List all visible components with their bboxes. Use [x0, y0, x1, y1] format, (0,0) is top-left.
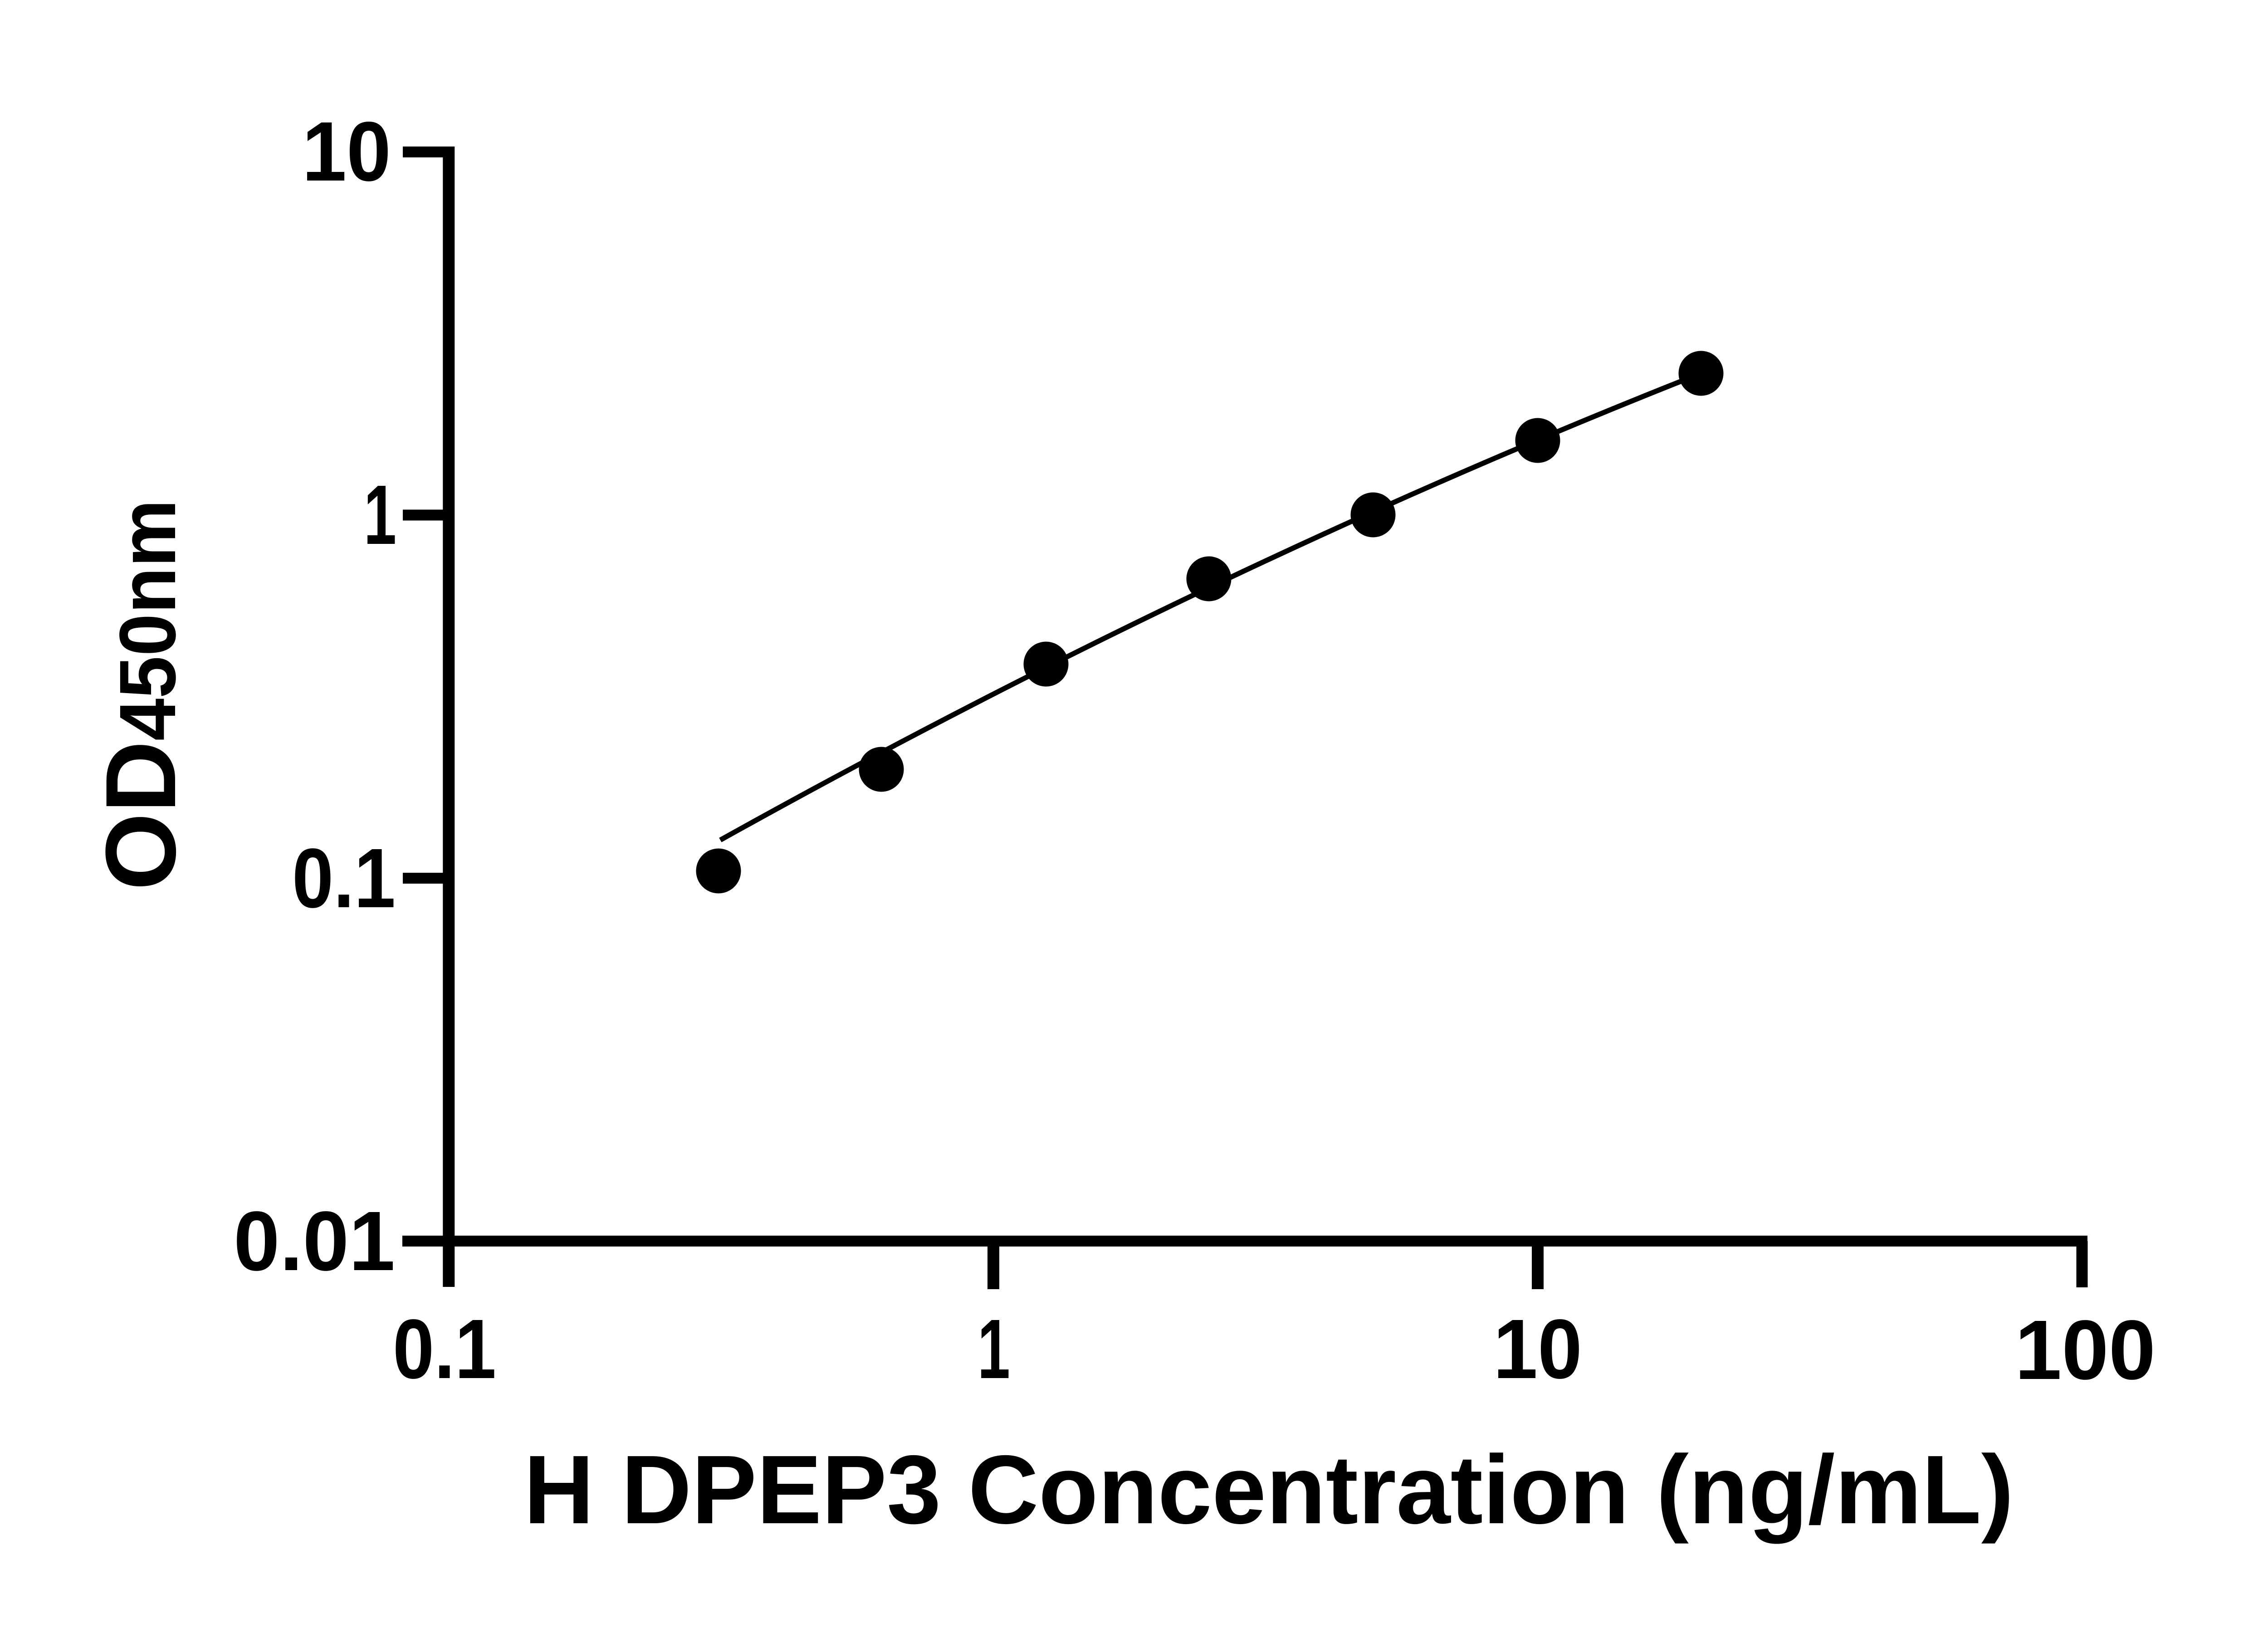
svg-text:0.1: 0.1	[393, 1302, 496, 1396]
svg-text:100: 100	[2015, 1303, 2156, 1397]
svg-text:OD: OD	[85, 741, 196, 890]
svg-text:450nm: 450nm	[103, 499, 192, 741]
svg-text:0.01: 0.01	[234, 1194, 395, 1288]
svg-text:1: 1	[364, 468, 396, 562]
svg-text:10: 10	[302, 105, 391, 199]
svg-text:1: 1	[978, 1302, 1010, 1396]
svg-text:H DPEP3 Concentration (ng/mL): H DPEP3 Concentration (ng/mL)	[524, 1435, 2014, 1544]
svg-text:10: 10	[1493, 1302, 1582, 1396]
svg-text:0.1: 0.1	[292, 831, 396, 925]
